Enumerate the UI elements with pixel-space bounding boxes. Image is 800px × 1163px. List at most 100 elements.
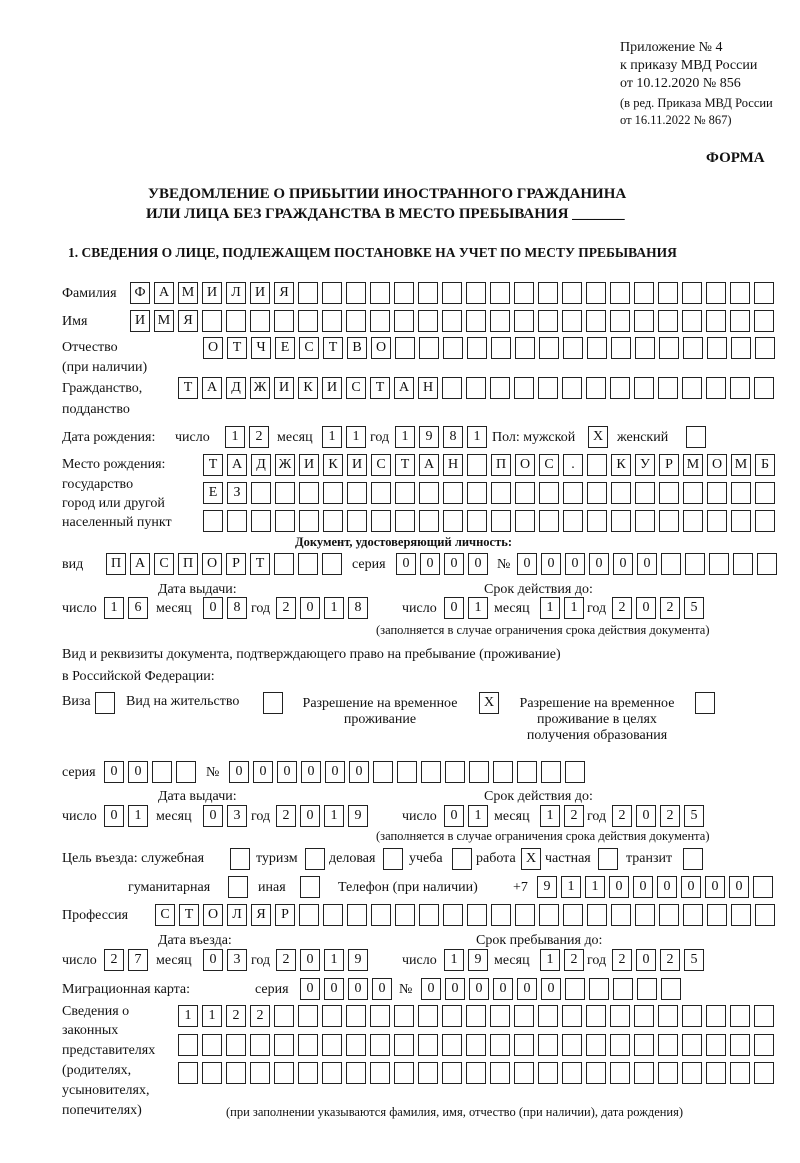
char-box[interactable] [490, 1034, 510, 1056]
char-box[interactable] [226, 1062, 246, 1084]
char-box[interactable] [394, 1034, 414, 1056]
char-box[interactable] [298, 1034, 318, 1056]
char-box[interactable]: 0 [128, 761, 148, 783]
char-box[interactable]: Р [275, 904, 295, 926]
char-box[interactable] [419, 510, 439, 532]
char-box[interactable] [706, 310, 726, 332]
char-box[interactable] [515, 510, 535, 532]
char-box[interactable]: 0 [277, 761, 297, 783]
char-box[interactable]: Т [203, 454, 223, 476]
char-box[interactable] [442, 1034, 462, 1056]
char-box[interactable]: А [394, 377, 414, 399]
char-box[interactable] [370, 1062, 390, 1084]
char-box[interactable] [490, 377, 510, 399]
char-box[interactable]: 1 [468, 805, 488, 827]
char-box[interactable] [661, 978, 681, 1000]
char-box[interactable] [395, 482, 415, 504]
char-box[interactable] [598, 848, 618, 870]
char-box[interactable] [709, 553, 729, 575]
char-box[interactable] [442, 282, 462, 304]
char-box[interactable] [370, 1034, 390, 1056]
char-box[interactable]: X [479, 692, 499, 714]
char-box[interactable] [298, 1062, 318, 1084]
char-box[interactable]: 2 [612, 597, 632, 619]
char-box[interactable] [322, 310, 342, 332]
char-box[interactable] [395, 510, 415, 532]
char-box[interactable] [371, 904, 391, 926]
char-box[interactable]: П [106, 553, 126, 575]
char-box[interactable] [227, 510, 247, 532]
char-box[interactable]: 2 [104, 949, 124, 971]
char-box[interactable] [706, 1034, 726, 1056]
char-box[interactable] [442, 1005, 462, 1027]
char-box[interactable] [707, 337, 727, 359]
char-box[interactable]: Е [275, 337, 295, 359]
char-box[interactable]: Р [226, 553, 246, 575]
char-box[interactable]: Е [203, 482, 223, 504]
char-box[interactable] [661, 553, 681, 575]
char-box[interactable] [587, 482, 607, 504]
char-box[interactable] [610, 282, 630, 304]
char-box[interactable] [730, 1005, 750, 1027]
char-box[interactable]: 2 [276, 805, 296, 827]
char-box[interactable] [298, 282, 318, 304]
char-box[interactable] [683, 337, 703, 359]
char-box[interactable]: 1 [322, 426, 342, 448]
char-box[interactable] [346, 1005, 366, 1027]
char-box[interactable] [251, 482, 271, 504]
char-box[interactable] [490, 310, 510, 332]
char-box[interactable]: 0 [104, 761, 124, 783]
char-box[interactable]: Н [418, 377, 438, 399]
char-box[interactable]: 8 [227, 597, 247, 619]
char-box[interactable] [562, 1062, 582, 1084]
char-box[interactable] [538, 310, 558, 332]
char-box[interactable]: 0 [589, 553, 609, 575]
char-box[interactable] [418, 1062, 438, 1084]
char-box[interactable]: С [154, 553, 174, 575]
char-box[interactable] [610, 377, 630, 399]
char-box[interactable]: 2 [660, 597, 680, 619]
char-box[interactable] [730, 282, 750, 304]
char-box[interactable] [491, 510, 511, 532]
char-box[interactable]: 5 [684, 597, 704, 619]
char-box[interactable]: 0 [444, 805, 464, 827]
char-box[interactable] [370, 282, 390, 304]
char-box[interactable]: 1 [104, 597, 124, 619]
char-box[interactable]: 0 [396, 553, 416, 575]
char-box[interactable]: Т [227, 337, 247, 359]
char-box[interactable]: 0 [541, 553, 561, 575]
char-box[interactable]: 0 [609, 876, 629, 898]
char-box[interactable]: 0 [300, 805, 320, 827]
char-box[interactable] [685, 553, 705, 575]
char-box[interactable] [586, 1062, 606, 1084]
char-box[interactable] [466, 377, 486, 399]
char-box[interactable] [730, 310, 750, 332]
char-box[interactable] [610, 1005, 630, 1027]
char-box[interactable] [178, 1034, 198, 1056]
char-box[interactable]: К [323, 454, 343, 476]
char-box[interactable] [346, 282, 366, 304]
char-box[interactable]: 0 [348, 978, 368, 1000]
char-box[interactable]: 9 [468, 949, 488, 971]
char-box[interactable] [611, 337, 631, 359]
char-box[interactable]: 0 [681, 876, 701, 898]
char-box[interactable]: Д [251, 454, 271, 476]
char-box[interactable] [274, 310, 294, 332]
char-box[interactable]: С [346, 377, 366, 399]
char-box[interactable]: 2 [276, 949, 296, 971]
char-box[interactable] [275, 510, 295, 532]
char-box[interactable] [370, 310, 390, 332]
char-box[interactable] [682, 377, 702, 399]
char-box[interactable] [659, 510, 679, 532]
char-box[interactable] [538, 1034, 558, 1056]
char-box[interactable] [682, 1062, 702, 1084]
char-box[interactable]: 0 [637, 553, 657, 575]
char-box[interactable]: 1 [324, 597, 344, 619]
char-box[interactable]: Т [323, 337, 343, 359]
char-box[interactable]: 1 [444, 949, 464, 971]
char-box[interactable]: 0 [420, 553, 440, 575]
char-box[interactable] [683, 510, 703, 532]
char-box[interactable] [730, 1062, 750, 1084]
char-box[interactable]: 9 [348, 805, 368, 827]
char-box[interactable]: Р [659, 454, 679, 476]
